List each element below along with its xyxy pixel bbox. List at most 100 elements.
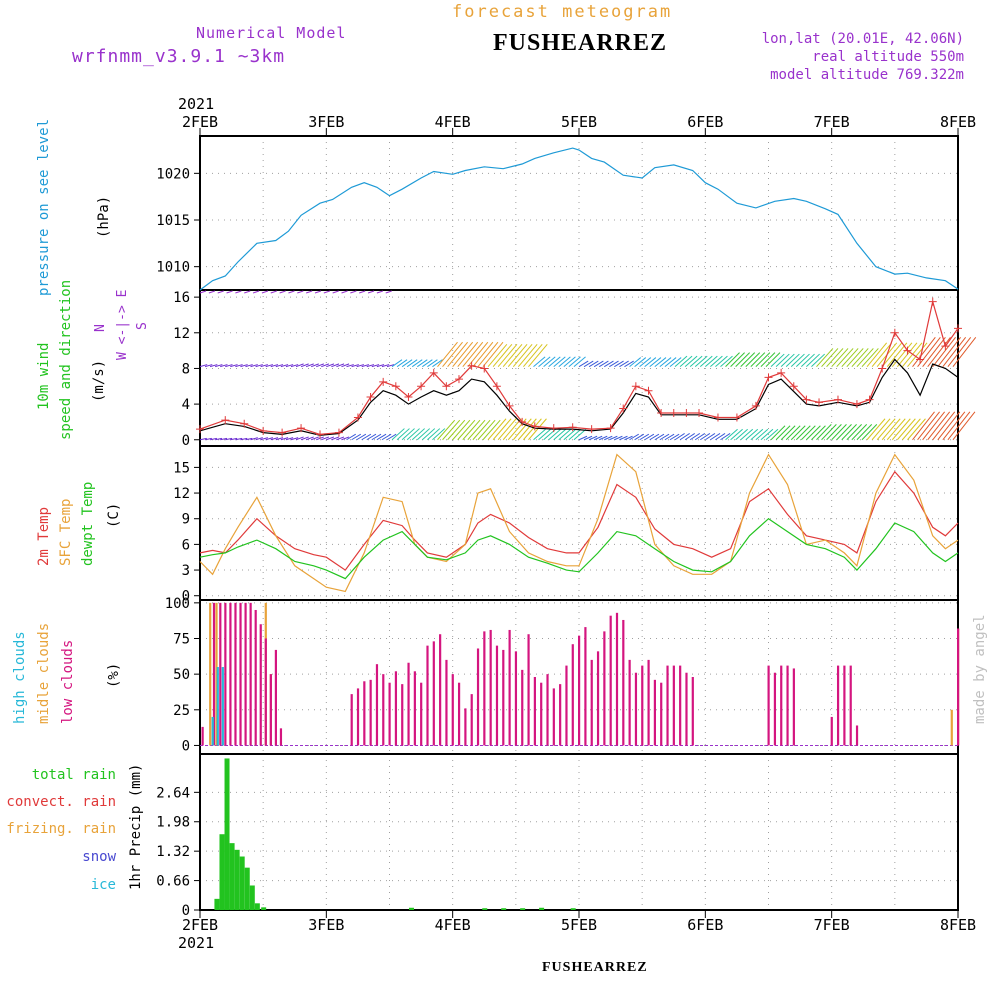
x-tick-label-top: 7FEB [814,113,850,131]
wind-barb [240,364,248,368]
precip-bar [219,834,225,910]
cloud-bar [672,665,675,746]
wind-barb [437,419,456,441]
wind-barb [245,437,253,441]
wind-barb [497,343,518,367]
cloud-bar [514,651,518,746]
wind-barb [836,424,852,441]
cloud-bar [855,725,859,746]
wind-barb [290,437,299,441]
wind-barb [331,436,340,441]
lonlat-label: lon,lat (20.01E, 42.06N) [761,31,964,47]
pressure-axis-label: pressure on see level [36,119,52,296]
wind-barb [750,428,764,441]
wind-barb [780,425,796,441]
wind-barb [199,364,208,368]
wind-barb [457,419,476,441]
wind-gust-point [865,395,874,404]
wind-barb [250,437,258,441]
wind-barb [396,359,408,368]
precip-bar [520,908,526,910]
cloud-axis-label-low: low clouds [60,640,76,724]
cloud-bar [685,672,688,746]
wind-barb [432,359,443,368]
wind-gust-point [941,342,950,351]
wind-barb [517,343,538,367]
cloud-bar [786,665,789,746]
wind-barb [654,357,667,368]
temp-line-2 [199,517,959,580]
cloud-bar [209,602,212,746]
cloud-bar [559,684,562,746]
wind-barb [578,435,588,441]
wind-barb [604,360,614,368]
cloud-bar [596,651,600,746]
y-tick-label: 9 [182,512,190,528]
wind-barb [422,428,436,441]
y-tick-label: 1.32 [156,844,190,860]
temp-axis-label-sfc: SFC Temp [58,499,74,566]
wind-gust-point [429,368,438,377]
wind-barb [311,363,319,368]
wind-barb [765,428,779,441]
cloud-bar [457,682,461,746]
year-label-bottom: 2021 [178,934,214,952]
wind-barb [417,359,428,368]
wind-barb [664,433,675,441]
wind-barb [881,342,903,367]
wind-barb [538,356,551,368]
precip-unit-label: 1hr Precip (mm) [128,764,144,890]
y-tick-label: 0 [182,589,190,605]
wind-barb [639,433,650,441]
cloud-bar [502,649,505,746]
wind-barb [780,353,795,368]
precip-bar [234,849,240,910]
wind-barb [801,353,815,368]
wind-barb [235,290,242,294]
cloud-bar [219,602,222,746]
wind-gust-point [682,409,691,418]
wind-barb [523,418,542,441]
wind-barb [385,290,392,294]
wind-barb [634,357,647,368]
credit-label: made by angel [972,614,988,724]
cloud-bar [540,682,543,746]
wind-gust-point [417,382,426,391]
wind-barb [881,418,901,441]
wind-barb [295,363,304,368]
wind-barb [876,418,896,441]
wind-barb [386,433,397,441]
wind-barb [694,355,708,368]
wind-barb [795,425,811,441]
cloud-bar [483,631,486,746]
wind-barb [947,336,972,367]
wind-barb [533,428,546,441]
wind-barb [406,359,418,368]
wind-barb [411,359,423,368]
wind-barb [543,356,556,368]
wind-barb [891,342,913,367]
wind-barb [730,352,745,368]
x-tick-label-bottom: 7FEB [814,916,850,934]
wind-barb [866,418,886,441]
wind-gust-point [657,409,666,418]
wind-barb [432,428,446,441]
wind-barb [684,433,695,441]
wind-barb [507,343,528,367]
cloud-bar [201,726,204,746]
wind-barb [452,419,471,441]
cloud-bar [476,648,480,746]
cloud-bar [356,688,360,746]
wind-barb [401,428,415,441]
wind-barb [785,353,800,368]
wind-barb [210,437,218,441]
precip-legend-3: snow [82,849,116,865]
wind-gust-point [379,377,388,386]
wind-barb [290,364,299,368]
y-tick-label: 1.98 [156,815,190,831]
wind-gust-point [505,401,514,410]
wind-barb [886,418,906,441]
wind-barb [896,342,918,367]
temp-line-1 [199,453,959,593]
